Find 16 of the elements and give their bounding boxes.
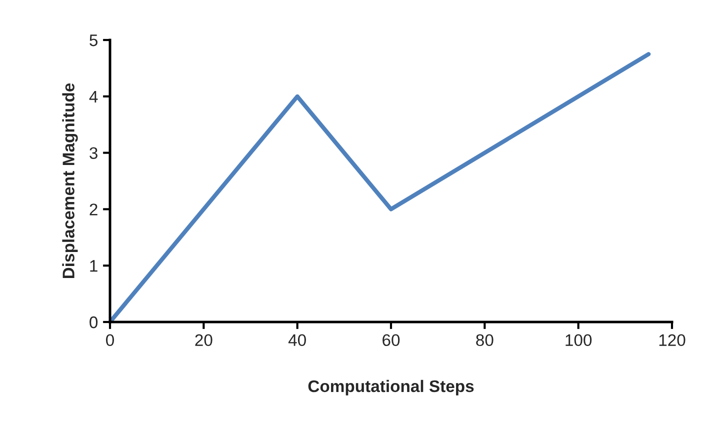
- x-tick-label: 80: [476, 334, 494, 346]
- x-axis-title: Computational Steps: [308, 380, 474, 396]
- x-tick-label: 20: [195, 334, 212, 346]
- y-axis-title: Displacement Magnitude: [62, 83, 78, 278]
- x-tick-label: 60: [382, 334, 400, 346]
- y-tick-label: 3: [90, 147, 98, 160]
- y-tick-label: 0: [90, 316, 98, 328]
- x-tick-label: 120: [659, 334, 686, 346]
- y-tick-label: 4: [89, 90, 98, 102]
- y-tick-label: 1: [90, 260, 98, 272]
- x-tick-label: 100: [566, 334, 592, 346]
- y-tick-label: 2: [90, 204, 98, 216]
- line-series: [110, 52, 651, 322]
- x-tick-label: 40: [288, 334, 306, 346]
- x-tick-label: 0: [106, 334, 114, 346]
- y-tick-label: 5: [90, 34, 98, 46]
